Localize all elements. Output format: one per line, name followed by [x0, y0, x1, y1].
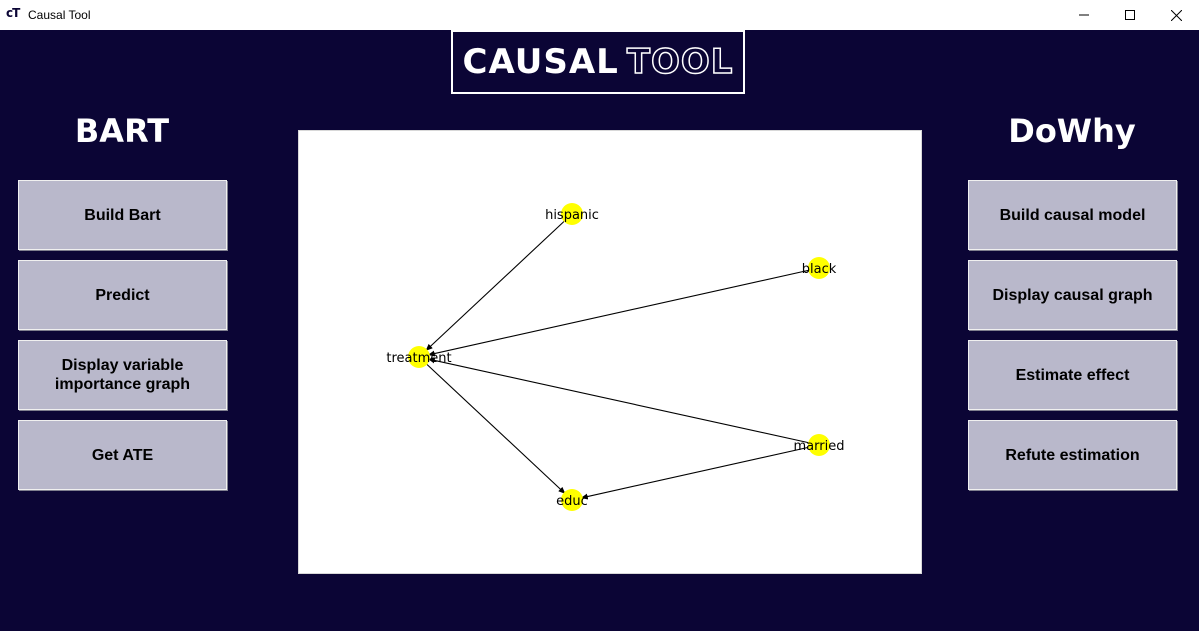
node-married: [808, 434, 830, 456]
display-variable-importance-button[interactable]: Display variable importance graph: [18, 340, 227, 410]
causal-graph-canvas: hispanic black treatment married educ: [298, 130, 922, 574]
node-label-hispanic: hispanic: [545, 208, 599, 223]
node-label-married: married: [794, 439, 845, 454]
node-black: [808, 257, 830, 279]
maximize-icon: [1125, 10, 1135, 20]
refute-estimation-button[interactable]: Refute estimation: [968, 420, 1177, 490]
node-educ: [561, 489, 583, 511]
edge-treatment-to-educ: [426, 364, 566, 495]
node-treatment: [408, 346, 430, 368]
node-label-educ: educ: [556, 494, 588, 509]
predict-button[interactable]: Predict: [18, 260, 227, 330]
display-causal-graph-button[interactable]: Display causal graph: [968, 260, 1177, 330]
close-button[interactable]: [1153, 0, 1199, 30]
logo-text-outline: TOOL: [626, 41, 734, 83]
causal-graph-svg: hispanic black treatment married educ: [386, 203, 845, 511]
window-title: Causal Tool: [28, 8, 91, 22]
maximize-button[interactable]: [1107, 0, 1153, 30]
window-title-bar: cT Causal Tool: [0, 0, 1199, 30]
close-icon: [1170, 9, 1182, 21]
edge-hispanic-to-treatment: [425, 221, 565, 352]
node-label-treatment: treatment: [386, 351, 451, 366]
minimize-button[interactable]: [1061, 0, 1107, 30]
dowhy-heading: DoWhy: [1008, 112, 1136, 150]
bart-heading: BART: [74, 112, 170, 150]
minimize-icon: [1079, 14, 1089, 16]
build-bart-button[interactable]: Build Bart: [18, 180, 227, 250]
node-label-black: black: [802, 262, 837, 277]
edge-black-to-treatment: [427, 269, 809, 357]
app-icon: cT: [6, 6, 20, 20]
get-ate-button[interactable]: Get ATE: [18, 420, 227, 490]
edge-married-to-educ: [580, 446, 809, 500]
app-logo: CAUSAL TOOL: [451, 30, 745, 94]
estimate-effect-button[interactable]: Estimate effect: [968, 340, 1177, 410]
node-hispanic: [561, 203, 583, 225]
build-causal-model-button[interactable]: Build causal model: [968, 180, 1177, 250]
logo-text-solid: CAUSAL: [462, 42, 619, 82]
edge-married-to-treatment: [427, 357, 809, 444]
